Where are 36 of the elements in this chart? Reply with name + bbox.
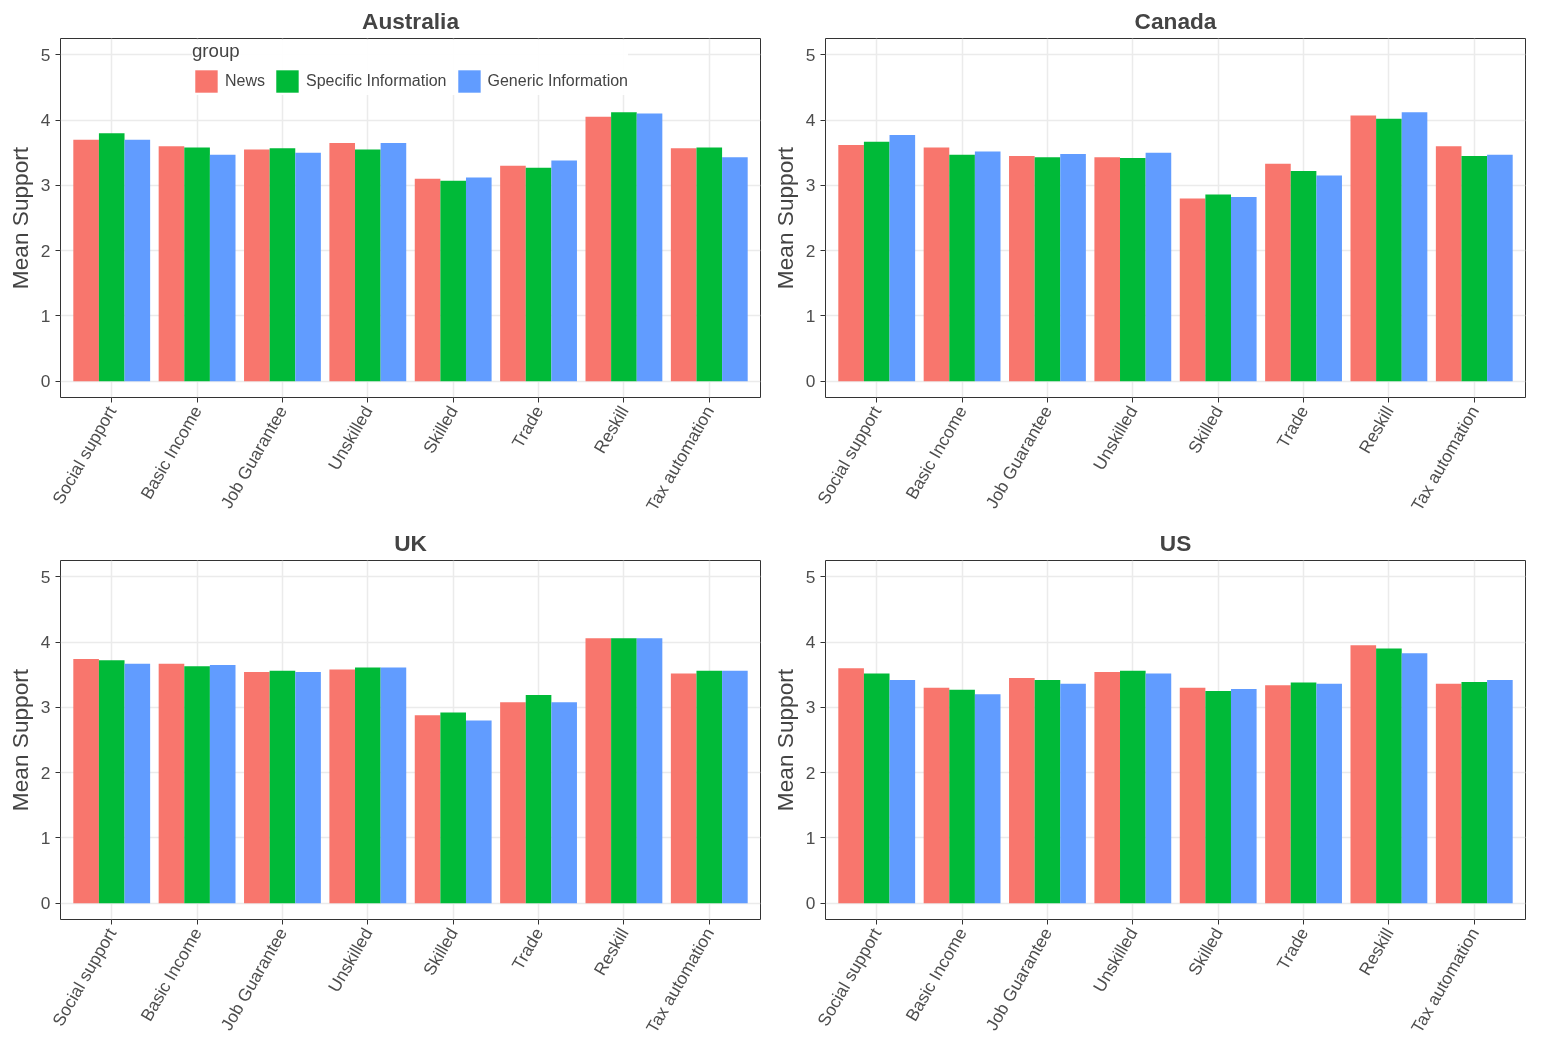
chart-title: Australia: [362, 7, 460, 34]
chart-title: US: [1159, 529, 1192, 556]
y-tick-label: 0: [40, 893, 51, 914]
y-tick-label: 5: [40, 566, 51, 587]
y-tick-label: 3: [40, 175, 51, 196]
y-tick-label: 4: [40, 632, 51, 653]
y-tick-label: 2: [40, 240, 51, 261]
legend-title: group: [191, 40, 241, 62]
y-tick-label: 5: [805, 566, 816, 587]
y-tick-label: 2: [40, 762, 51, 783]
y-tick-label: 3: [805, 175, 816, 196]
legend-label: News: [224, 72, 265, 90]
y-tick-label: 0: [805, 371, 816, 392]
y-tick-label: 5: [40, 44, 51, 65]
y-tick-label: 2: [805, 240, 816, 261]
chart-title: Canada: [1134, 7, 1217, 34]
y-tick-label: 1: [805, 305, 816, 326]
y-tick-label: 1: [40, 305, 51, 326]
y-tick-label: 3: [805, 697, 816, 718]
y-tick-label: 1: [40, 827, 51, 848]
y-tick-label: 4: [805, 110, 816, 131]
y-axis-title: Mean Support: [6, 668, 33, 812]
y-axis-title: Mean Support: [771, 146, 798, 290]
y-tick-label: 2: [805, 762, 816, 783]
y-tick-label: 0: [805, 893, 816, 914]
legend-label: Specific Information: [305, 72, 447, 90]
y-tick-label: 5: [805, 44, 816, 65]
y-tick-label: 1: [805, 827, 816, 848]
y-axis-title: Mean Support: [771, 668, 798, 812]
y-tick-label: 4: [40, 110, 51, 131]
legend-label: Generic Information: [487, 72, 629, 90]
y-tick-label: 3: [40, 697, 51, 718]
y-axis-title: Mean Support: [6, 146, 33, 290]
y-tick-label: 0: [40, 371, 51, 392]
chart-title: UK: [394, 529, 428, 556]
y-tick-label: 4: [805, 632, 816, 653]
